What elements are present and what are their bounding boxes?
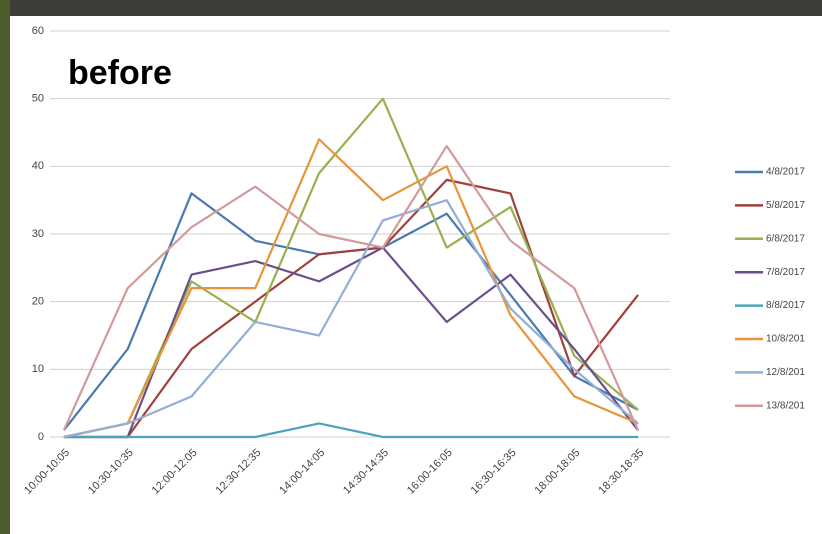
legend-label: 13/8/201: [766, 400, 805, 411]
series-line: [62, 144, 640, 431]
y-tick-label: 10: [32, 363, 44, 375]
legend-label: 7/8/2017: [766, 267, 805, 278]
legend-label: 6/8/2017: [766, 233, 805, 244]
y-tick-label: 20: [32, 296, 44, 308]
series-line: [63, 422, 639, 439]
legend-label: 4/8/2017: [766, 167, 805, 178]
left-strip: [0, 0, 10, 534]
series-line: [63, 97, 639, 439]
y-tick-label: 40: [32, 160, 44, 172]
series-line: [63, 178, 639, 439]
legend-label: 10/8/201: [766, 334, 805, 345]
y-tick-label: 30: [32, 228, 44, 240]
y-tick-label: 50: [32, 93, 44, 105]
top-strip: [0, 0, 822, 16]
legend-label: 12/8/201: [766, 367, 805, 378]
legend-label: 8/8/2017: [766, 300, 805, 311]
chart-title: before: [68, 54, 172, 92]
series-line: [63, 199, 639, 439]
series-line: [63, 138, 639, 439]
y-tick-label: 60: [32, 25, 44, 37]
legend-label: 5/8/2017: [766, 200, 805, 211]
y-tick-label: 0: [38, 431, 44, 443]
